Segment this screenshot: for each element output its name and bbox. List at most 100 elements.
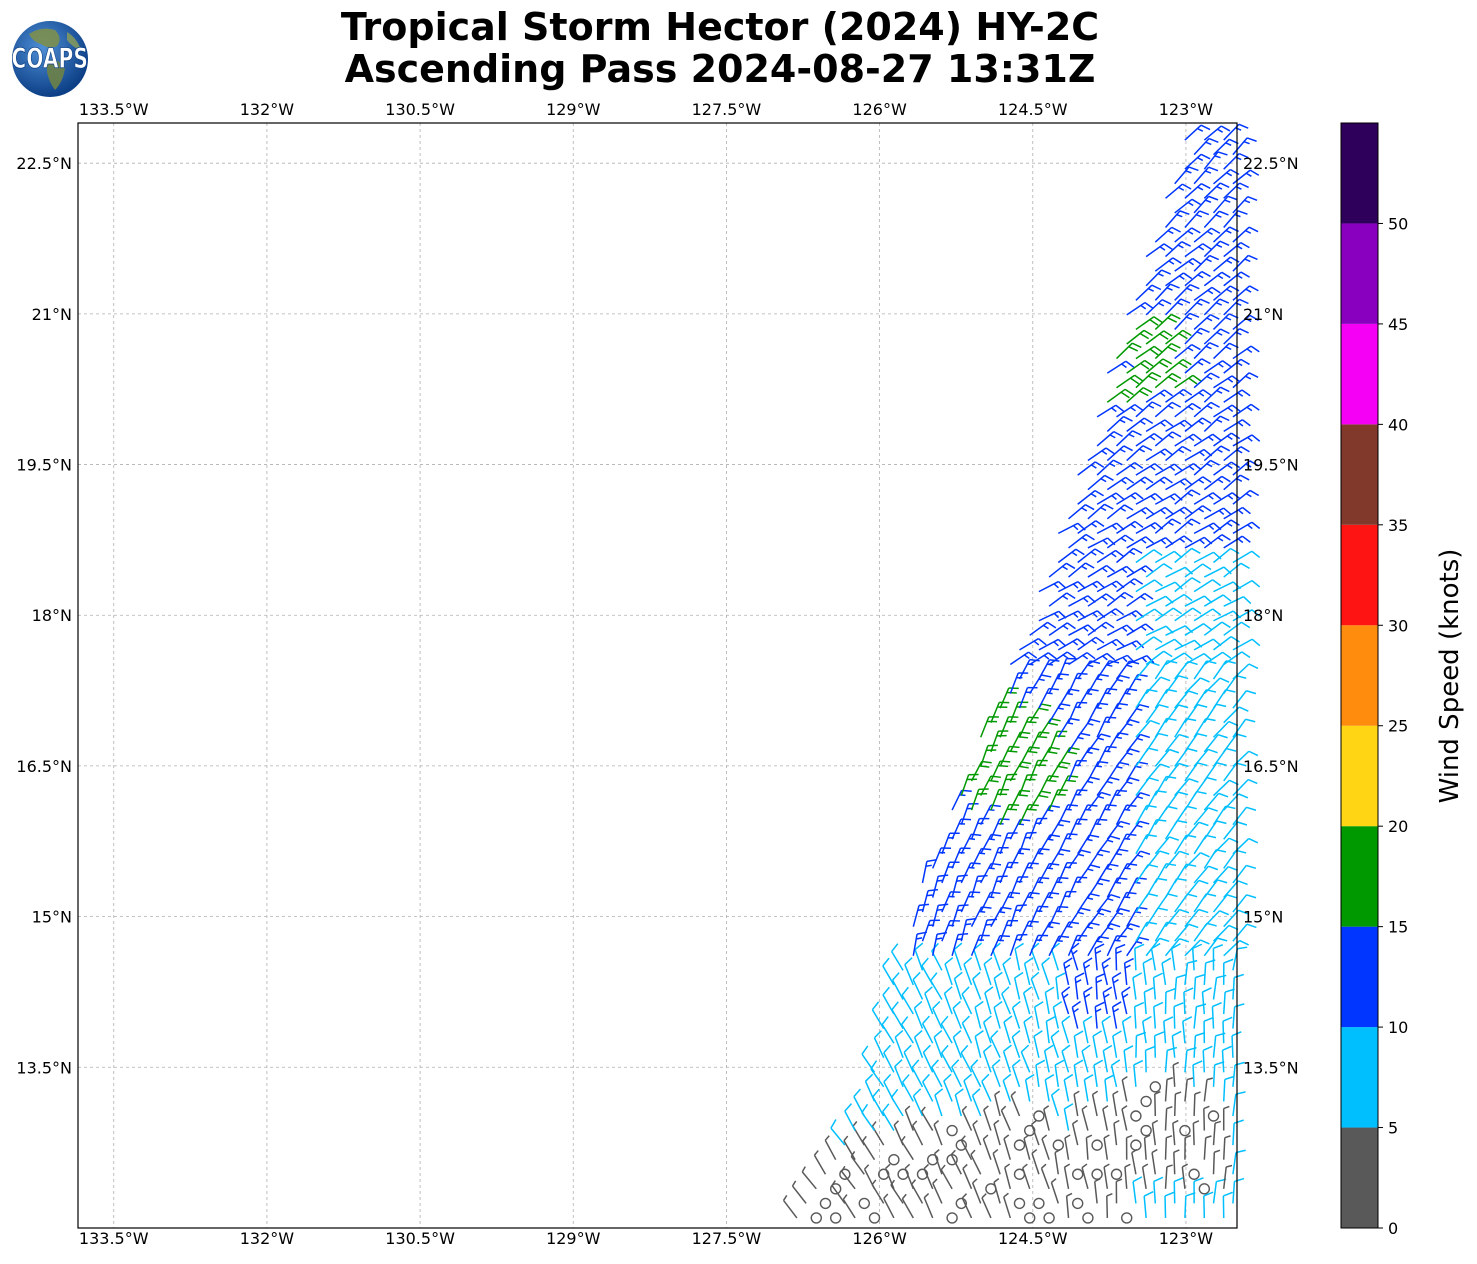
colorbar-bin <box>1341 424 1378 525</box>
wind-barb <box>1174 489 1201 505</box>
wind-barb <box>844 1103 856 1131</box>
wind-barb <box>1232 345 1260 360</box>
wind-barb <box>1104 1074 1115 1102</box>
wind-barb <box>1212 894 1237 913</box>
wind-barb <box>1043 1044 1054 1073</box>
wind-barb <box>1174 607 1202 622</box>
wind-barb <box>1203 1016 1214 1044</box>
wind-barb <box>1050 1088 1060 1117</box>
wind-barb <box>1057 638 1086 651</box>
wind-barb <box>931 1059 943 1088</box>
wind-barb <box>893 1120 904 1146</box>
wind-barb <box>871 1001 885 1029</box>
wind-barb <box>1103 1163 1110 1189</box>
wind-barb <box>1092 1030 1103 1058</box>
wind-barb <box>1174 283 1200 301</box>
wind-barb <box>961 986 973 1015</box>
wind-barb <box>1193 166 1219 185</box>
wind-barb <box>1154 257 1182 272</box>
wind-barb <box>1232 285 1259 301</box>
wind-barb <box>1123 957 1134 985</box>
wind-barb <box>1143 1134 1151 1160</box>
wind-barb <box>1223 562 1250 578</box>
wind-barb <box>1174 433 1202 447</box>
wind-barb <box>842 1194 856 1219</box>
wind-barb <box>1068 533 1095 549</box>
wind-barb <box>1018 716 1039 738</box>
colorbar-tick-label: 20 <box>1388 817 1408 836</box>
wind-barb <box>1184 327 1210 345</box>
wind-barb <box>1151 1119 1159 1146</box>
wind-barb <box>1223 535 1251 549</box>
wind-barb <box>1141 1015 1152 1044</box>
wind-barb <box>921 919 940 942</box>
coaps-logo: COAPS <box>11 21 88 97</box>
wind-barb <box>1071 1119 1079 1146</box>
wind-barb <box>944 957 954 986</box>
wind-barb <box>951 874 968 898</box>
wind-barb <box>1130 1110 1142 1122</box>
wind-barb <box>1184 908 1209 928</box>
wind-barb <box>1221 1045 1232 1073</box>
wind-barb <box>1045 1015 1056 1044</box>
wind-barb <box>913 1000 924 1029</box>
wind-barb <box>882 986 895 1015</box>
wind-barb <box>934 1088 944 1117</box>
wind-barb <box>1222 1105 1230 1131</box>
wind-barb <box>1164 908 1190 928</box>
wind-barb <box>1164 1046 1178 1073</box>
wind-barb <box>933 1120 943 1146</box>
wind-barb <box>999 716 1019 738</box>
wind-barb <box>1232 226 1259 243</box>
lat-tick-label-left: 18°N <box>32 606 72 625</box>
wind-barb <box>1125 1134 1133 1160</box>
lon-tick-label-top: 129°W <box>546 100 601 119</box>
plot-title-line-1: Tropical Storm Hector (2024) HY-2C <box>340 5 1100 49</box>
wind-barb <box>1043 1105 1050 1131</box>
wind-barb <box>1203 910 1230 928</box>
wind-barb <box>1184 677 1210 695</box>
wind-barb <box>1232 663 1259 680</box>
wind-barb <box>1121 1076 1128 1102</box>
wind-barb <box>922 1044 934 1073</box>
wind-barb <box>999 687 1019 709</box>
colorbar-tick-label: 40 <box>1388 415 1408 434</box>
wind-barb <box>1203 210 1229 228</box>
wind-barb <box>1184 358 1211 374</box>
wind-barb <box>1181 1163 1188 1189</box>
wind-barb <box>970 788 989 811</box>
wind-barb <box>1154 1091 1161 1117</box>
wind-barb <box>1130 1139 1142 1151</box>
wind-barb <box>1232 254 1258 272</box>
wind-barb <box>954 1088 964 1117</box>
wind-barb <box>1038 862 1060 884</box>
wind-barb <box>931 874 949 898</box>
wind-barb <box>1213 432 1241 447</box>
wind-barb <box>1154 607 1183 622</box>
wind-barb <box>950 1149 962 1175</box>
wind-barb <box>1149 1081 1162 1093</box>
lat-tick-label-right: 18°N <box>1243 606 1283 625</box>
wind-barb <box>1223 506 1251 520</box>
wind-barb <box>1212 944 1224 971</box>
wind-barb <box>894 1029 904 1058</box>
plot-title-line-2: Ascending Pass 2024-08-27 13:31Z <box>344 47 1096 91</box>
wind-barb <box>982 1044 992 1073</box>
wind-barb <box>1165 652 1193 666</box>
wind-barb <box>1165 329 1192 345</box>
wind-barb <box>970 874 988 898</box>
wind-barb <box>933 1029 943 1058</box>
wind-barb <box>1222 1164 1233 1189</box>
wind-barb <box>979 918 998 942</box>
wind-barb <box>1170 943 1181 971</box>
wind-barb <box>1165 478 1193 491</box>
wind-barb <box>1067 849 1091 869</box>
lat-tick-label-left: 19.5°N <box>16 456 72 475</box>
wind-barb <box>990 1030 1001 1059</box>
wind-barb <box>1174 257 1202 272</box>
lat-tick-label-right: 19.5°N <box>1243 456 1299 475</box>
wind-barb <box>1184 821 1209 840</box>
wind-barb <box>843 1135 856 1161</box>
wind-barb <box>1174 778 1199 797</box>
wind-barb <box>1193 608 1222 622</box>
